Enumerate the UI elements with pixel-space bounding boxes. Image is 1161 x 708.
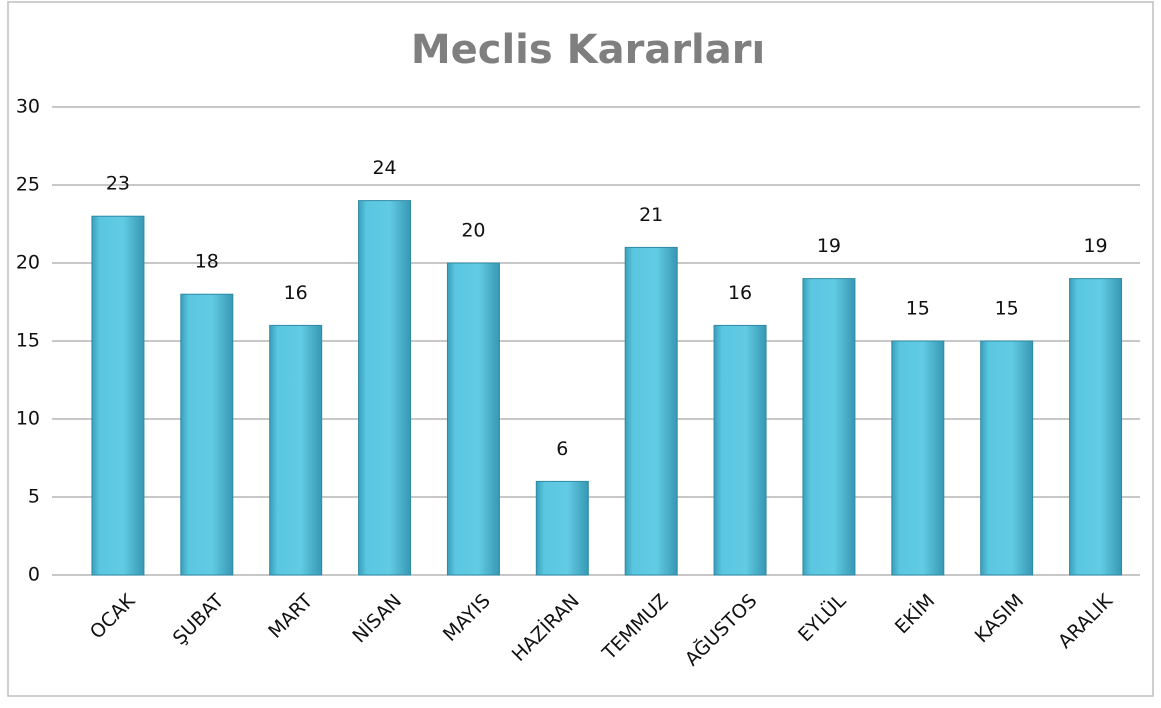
y-tick-label: 30	[16, 96, 40, 118]
value-label: 16	[728, 282, 752, 304]
chart-title: Meclis Kararları	[411, 27, 765, 73]
bar	[891, 340, 945, 576]
value-label: 24	[372, 157, 396, 179]
bar	[180, 293, 234, 576]
bar	[269, 324, 323, 576]
bar	[802, 278, 856, 576]
bar	[535, 480, 589, 576]
bar	[624, 246, 678, 576]
value-label: 16	[284, 282, 308, 304]
y-tick-label: 0	[28, 564, 40, 586]
value-label: 20	[461, 220, 485, 242]
bar	[713, 324, 767, 576]
y-tick-label: 10	[16, 408, 40, 430]
y-tick-label: 25	[16, 174, 40, 196]
value-label: 19	[1083, 235, 1107, 257]
value-label: 18	[195, 251, 219, 273]
value-label: 6	[556, 438, 568, 460]
bar	[446, 262, 500, 576]
value-label: 15	[906, 298, 930, 320]
y-tick-label: 15	[16, 330, 40, 352]
bar	[980, 340, 1034, 576]
bar	[91, 215, 145, 576]
value-label: 23	[106, 173, 130, 195]
value-label: 19	[817, 235, 841, 257]
y-tick-label: 5	[28, 486, 40, 508]
bar	[1069, 278, 1123, 576]
value-label: 21	[639, 204, 663, 226]
y-tick-label: 20	[16, 252, 40, 274]
bar	[358, 200, 412, 576]
value-label: 15	[995, 298, 1019, 320]
